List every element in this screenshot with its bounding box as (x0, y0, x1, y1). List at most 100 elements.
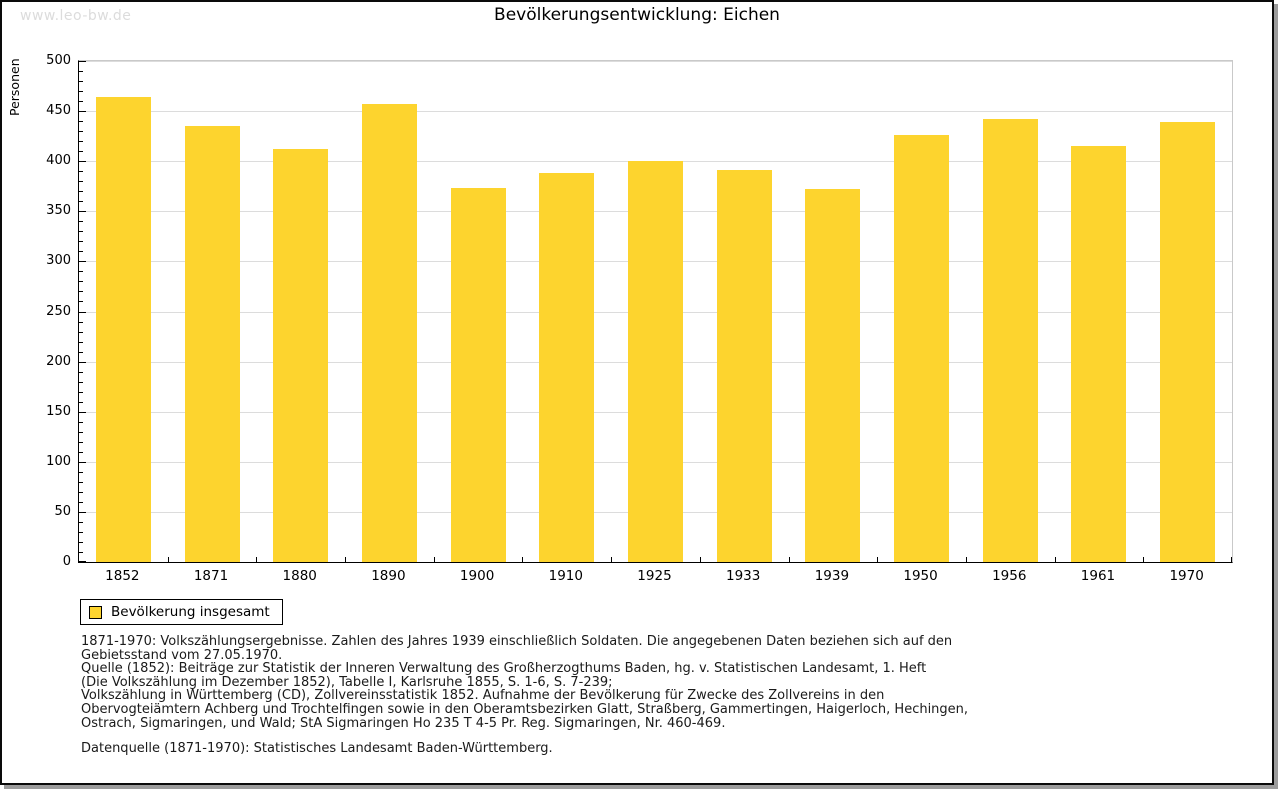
x-tick-label-1852: 1852 (105, 568, 140, 584)
footnotes: 1871-1970: Volkszählungsergebnisse. Zahl… (81, 635, 968, 730)
y-minor-tick-320 (79, 241, 83, 243)
x-tick-label-1871: 1871 (193, 568, 229, 584)
y-minor-tick-180 (79, 381, 83, 383)
y-tick-label-500: 500 (46, 53, 71, 68)
x-tick-3 (345, 557, 347, 562)
bar-1961 (1071, 146, 1127, 562)
footnote-line-7: Ostrach, Sigmaringen, und Wald; StA Sigm… (81, 715, 726, 731)
y-minor-tick-310 (79, 251, 83, 253)
y-tick-label-50: 50 (54, 503, 71, 519)
x-tick-label-1961: 1961 (1080, 568, 1116, 584)
x-tick-label-1880: 1880 (282, 568, 317, 584)
x-tick-label-1970: 1970 (1169, 568, 1204, 584)
y-minor-tick-70 (79, 491, 83, 493)
footnote-line-5: Volkszählung in Württemberg (CD), Zollve… (81, 688, 885, 704)
y-minor-tick-260 (79, 301, 83, 303)
y-minor-tick-90 (79, 471, 83, 473)
x-tick-12 (1143, 557, 1145, 562)
footnote-line-3: Quelle (1852): Beiträge zur Statistik de… (81, 661, 927, 677)
x-tick-8 (788, 557, 790, 562)
y-minor-tick-470 (79, 91, 83, 93)
y-major-tick-300 (79, 261, 86, 263)
y-major-tick-400 (79, 161, 86, 163)
gridline-450 (79, 111, 1232, 113)
x-tick-5 (522, 557, 524, 562)
x-tick-11 (1054, 557, 1056, 562)
y-tick-label-350: 350 (46, 203, 71, 219)
x-tick-label-1890: 1890 (371, 568, 406, 584)
y-minor-tick-120 (79, 441, 83, 443)
legend-color-swatch-icon (89, 605, 102, 619)
y-minor-tick-460 (79, 101, 83, 103)
y-minor-tick-130 (79, 431, 83, 433)
y-major-tick-50 (79, 511, 86, 513)
x-tick-7 (699, 557, 701, 562)
x-tick-label-1925: 1925 (637, 568, 672, 584)
y-minor-tick-330 (79, 231, 83, 233)
y-tick-label-100: 100 (46, 453, 71, 469)
footnote-line-1: 1871-1970: Volkszählungsergebnisse. Zahl… (81, 634, 953, 649)
y-minor-tick-40 (79, 521, 83, 523)
y-minor-tick-20 (79, 541, 83, 543)
x-tick-label-1950: 1950 (903, 568, 938, 584)
bar-1910 (539, 173, 595, 562)
y-minor-tick-270 (79, 291, 83, 293)
y-major-tick-150 (79, 411, 86, 413)
y-minor-tick-360 (79, 201, 83, 203)
y-minor-tick-230 (79, 331, 83, 333)
bar-1871 (184, 126, 240, 562)
y-minor-tick-210 (79, 351, 83, 353)
x-tick-label-1956: 1956 (992, 568, 1027, 584)
y-minor-tick-170 (79, 391, 83, 393)
y-minor-tick-420 (79, 141, 83, 143)
y-minor-tick-290 (79, 271, 83, 273)
y-major-tick-350 (79, 211, 86, 213)
y-minor-tick-80 (79, 481, 83, 483)
chart-plot-area (78, 60, 1233, 563)
chart-legend: Bevölkerung insgesamt (80, 599, 283, 625)
gridline-500 (79, 61, 1232, 62)
y-minor-tick-110 (79, 451, 83, 453)
x-tick-label-1939: 1939 (814, 568, 850, 584)
y-tick-label-0: 0 (62, 554, 71, 569)
x-tick-label-1933: 1933 (726, 568, 761, 584)
datasource-note: Datenquelle (1871-1970): Statistisches L… (81, 741, 553, 756)
bar-1890 (361, 104, 417, 562)
x-tick-1 (167, 557, 169, 562)
y-minor-tick-370 (79, 191, 83, 193)
y-tick-label-300: 300 (46, 253, 71, 269)
y-minor-tick-10 (79, 551, 83, 553)
y-major-tick-0 (79, 561, 86, 562)
y-minor-tick-390 (79, 171, 83, 173)
y-minor-tick-190 (79, 371, 83, 373)
footnote-line-6: Obervogteiämtern Achberg und Trochtelfin… (81, 701, 969, 717)
y-tick-label-450: 450 (46, 103, 71, 119)
x-tick-10 (965, 557, 967, 562)
bar-1970 (1160, 122, 1216, 562)
y-tick-label-200: 200 (46, 353, 71, 369)
y-minor-tick-490 (79, 71, 83, 73)
y-minor-tick-280 (79, 281, 83, 283)
footnote-line-4: (Die Volkszählung im Dezember 1852), Tab… (81, 674, 613, 690)
bar-1939 (805, 189, 861, 562)
bar-1950 (894, 135, 950, 562)
y-minor-tick-340 (79, 221, 83, 223)
y-tick-label-250: 250 (46, 303, 71, 319)
y-minor-tick-480 (79, 81, 83, 83)
y-minor-tick-430 (79, 131, 83, 133)
y-minor-tick-440 (79, 121, 83, 123)
site-watermark: www.leo-bw.de (20, 8, 132, 24)
x-tick-label-1900: 1900 (459, 568, 495, 584)
x-tick-4 (433, 557, 435, 562)
bar-1933 (716, 170, 772, 562)
y-major-tick-500 (79, 61, 86, 62)
y-tick-label-150: 150 (46, 403, 71, 419)
y-axis-title: Personen (7, 58, 22, 116)
y-major-tick-100 (79, 461, 86, 463)
x-tick-9 (877, 557, 879, 562)
x-tick-label-1910: 1910 (548, 568, 583, 584)
page-title: Bevölkerungsentwicklung: Eichen (494, 5, 780, 25)
y-minor-tick-60 (79, 501, 83, 503)
y-minor-tick-30 (79, 531, 83, 533)
